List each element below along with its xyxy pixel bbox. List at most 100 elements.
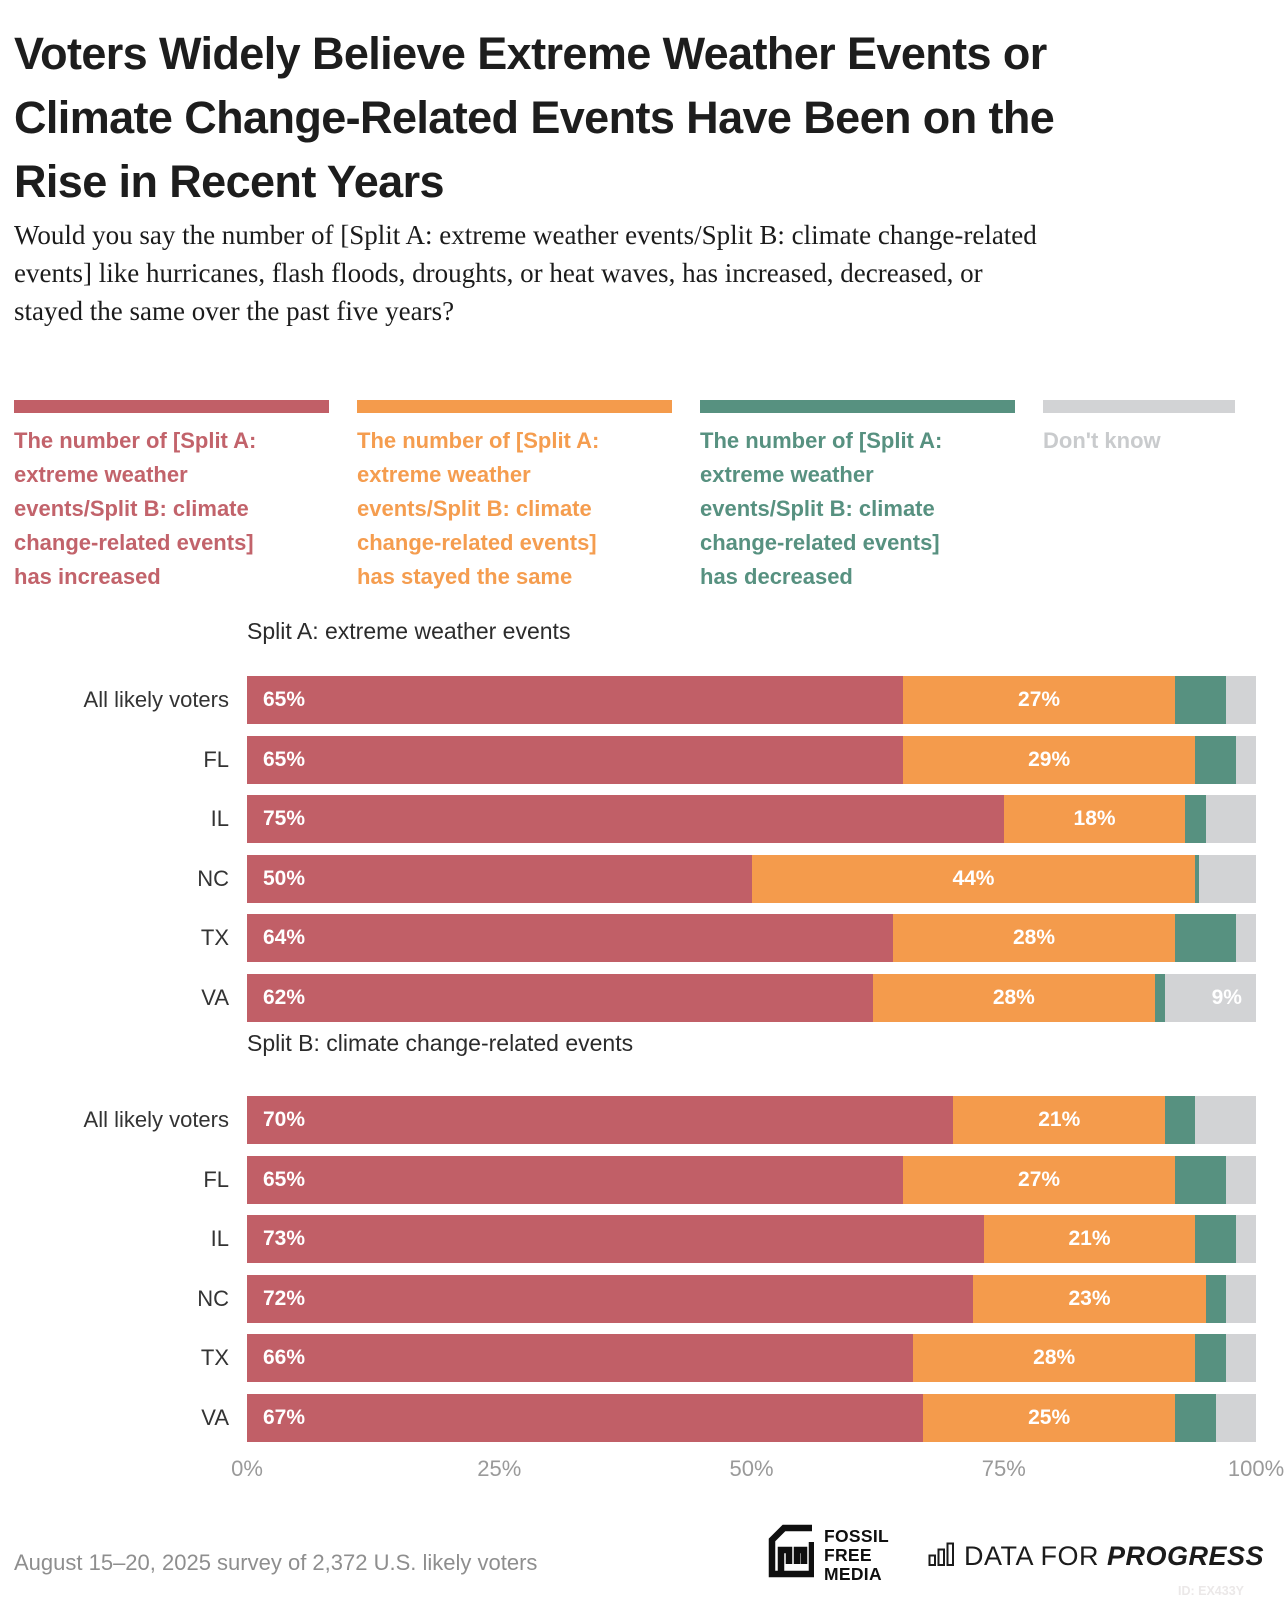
bar-value-label: 23% — [1068, 1286, 1111, 1310]
row-label: FL — [203, 746, 229, 772]
bar-segment-stayed-same: 28% — [872, 973, 1156, 1022]
survey-note: August 15–20, 2025 survey of 2,372 U.S. … — [14, 1550, 538, 1575]
stacked-bar: 65% 27% — [247, 1155, 1256, 1204]
row-label: VA — [201, 1404, 229, 1430]
legend-swatch-increased — [14, 400, 329, 413]
bar-segment-decreased — [1175, 1155, 1226, 1204]
data-for-progress-logo: DATA FOR PROGRESS — [928, 1538, 1264, 1571]
bar-segment-decreased — [1175, 914, 1236, 963]
bar-value-label: 18% — [1073, 807, 1116, 831]
row-label: TX — [200, 925, 229, 951]
chart-row: TX 64% 28% — [0, 914, 1288, 963]
legend-label-increased: The number of [Split A: extreme weather … — [14, 428, 257, 589]
stacked-bar: 67% 25% — [247, 1393, 1256, 1442]
bar-segment-decreased — [1165, 1096, 1196, 1144]
bar-value-label: 21% — [1068, 1227, 1111, 1251]
page-title-line: Voters Widely Believe Extreme Weather Ev… — [14, 28, 1047, 79]
bar-segment-stayed-same: 28% — [912, 1334, 1196, 1383]
bar-segment-decreased — [1175, 676, 1226, 724]
x-axis-tick: 100% — [1227, 1456, 1285, 1481]
bar-segment-dont-know: 9% — [1165, 973, 1256, 1022]
legend-label-stayed-same: The number of [Split A: extreme weather … — [357, 428, 600, 589]
bar-segment-stayed-same: 29% — [902, 735, 1196, 784]
bar-segment-stayed-same: 27% — [902, 676, 1176, 724]
legend-label-decreased: The number of [Split A: extreme weather … — [700, 428, 943, 589]
chart-row: FL 65% 27% — [0, 1155, 1288, 1204]
legend-swatch-decreased — [700, 400, 1015, 413]
chart-group-split-a: All likely voters 65% 27% FL 65% 29% IL 75% 18% N… — [0, 676, 1288, 1034]
bar-value-label: 50% — [263, 866, 306, 890]
row-label: All likely voters — [83, 1107, 229, 1132]
chart-row: FL 65% 29% — [0, 735, 1288, 784]
bar-segment-stayed-same: 25% — [923, 1393, 1176, 1442]
legend-swatch-dont-know — [1043, 400, 1235, 413]
bar-segment-increased: 70% — [247, 1096, 954, 1144]
chart-row: IL 73% 21% — [0, 1215, 1288, 1264]
fossil-free-media-logo: FOSSIL FREE MEDIA — [768, 1524, 889, 1584]
bar-value-label: 29% — [1028, 747, 1071, 771]
bar-segment-decreased — [1175, 1393, 1216, 1442]
legend-label-dont-know: Don't know — [1043, 428, 1161, 453]
bar-segment-increased: 65% — [247, 735, 903, 784]
bar-segment-increased: 64% — [247, 914, 893, 963]
legend-item-stayed-same: The number of [Split A: extreme weather … — [357, 400, 672, 594]
bar-value-label: 65% — [263, 688, 306, 711]
bar-value-label: 27% — [1018, 688, 1061, 711]
chart-id-watermark: ID: EX433Y — [1178, 1584, 1245, 1598]
bar-value-label: 28% — [1033, 1346, 1076, 1370]
chart-row: VA 67% 25% — [0, 1393, 1288, 1442]
stacked-bar: 66% 28% — [247, 1334, 1256, 1383]
stacked-bar: 73% 21% — [247, 1215, 1256, 1264]
bar-segment-increased: 62% — [247, 973, 873, 1022]
bar-value-label: 9% — [1211, 985, 1242, 1009]
section-title-split-a: Split A: extreme weather events — [247, 618, 571, 644]
bar-segment-increased: 72% — [247, 1274, 974, 1323]
ffm-logo-text-line: FOSSIL — [824, 1526, 889, 1546]
bar-value-label: 70% — [263, 1108, 306, 1131]
bar-segment-stayed-same: 27% — [902, 1155, 1176, 1204]
row-label: All likely voters — [83, 687, 229, 712]
stacked-bar: 50% 44% — [247, 854, 1256, 903]
bar-segment-dont-know — [1225, 1155, 1256, 1204]
page-subtitle-line: Would you say the number of [Split A: ex… — [14, 220, 1037, 250]
ffm-logo-text-line: MEDIA — [824, 1564, 882, 1584]
bar-value-label: 72% — [263, 1286, 306, 1310]
ffm-logo-text: FOSSIL FREE MEDIA — [824, 1524, 889, 1584]
bar-value-label: 64% — [263, 926, 306, 950]
bar-segment-stayed-same: 44% — [751, 854, 1196, 903]
dfp-logo-text: DATA FOR PROGRESS — [964, 1541, 1264, 1571]
bar-segment-decreased — [1195, 854, 1200, 903]
page-title-line: Climate Change-Related Events Have Been … — [14, 92, 1055, 143]
bar-value-label: 44% — [952, 866, 995, 890]
bar-chart-icon — [928, 1538, 955, 1571]
x-axis-tick: 0% — [231, 1456, 263, 1481]
chart-row: IL 75% 18% — [0, 795, 1288, 844]
bar-segment-dont-know — [1199, 854, 1256, 903]
bar-segment-dont-know — [1205, 795, 1256, 844]
section-title-split-b: Split B: climate change-related events — [247, 1030, 634, 1056]
bar-segment-dont-know — [1235, 1215, 1256, 1264]
row-label: NC — [197, 865, 229, 891]
x-axis-tick: 75% — [981, 1456, 1026, 1481]
bar-segment-dont-know — [1225, 1274, 1256, 1323]
bar-segment-stayed-same: 23% — [973, 1274, 1206, 1323]
bar-segment-increased: 65% — [247, 1155, 903, 1204]
page-title-line: Rise in Recent Years — [14, 156, 445, 207]
bar-segment-decreased — [1195, 735, 1236, 784]
bar-value-label: 65% — [263, 747, 306, 771]
stacked-bar: 70% 21% — [247, 1096, 1256, 1144]
bar-segment-increased: 50% — [247, 854, 752, 903]
bar-segment-decreased — [1205, 1274, 1226, 1323]
x-axis: 0% 25% 50% 75% 100% — [231, 1456, 1284, 1484]
chart-row: NC 50% 44% — [0, 854, 1288, 903]
bar-segment-increased: 73% — [247, 1215, 984, 1264]
chart-row: NC 72% 23% — [0, 1274, 1288, 1323]
row-label: FL — [203, 1166, 229, 1192]
bar-segment-dont-know — [1225, 1334, 1256, 1383]
page-subtitle-line: stayed the same over the past five years… — [14, 296, 455, 326]
legend-swatch-stayed-same — [357, 400, 672, 413]
bar-segment-increased: 67% — [247, 1393, 924, 1442]
bar-segment-stayed-same: 18% — [1003, 795, 1186, 844]
stacked-bar: 65% 27% — [247, 676, 1256, 724]
bar-segment-decreased — [1195, 1334, 1226, 1383]
